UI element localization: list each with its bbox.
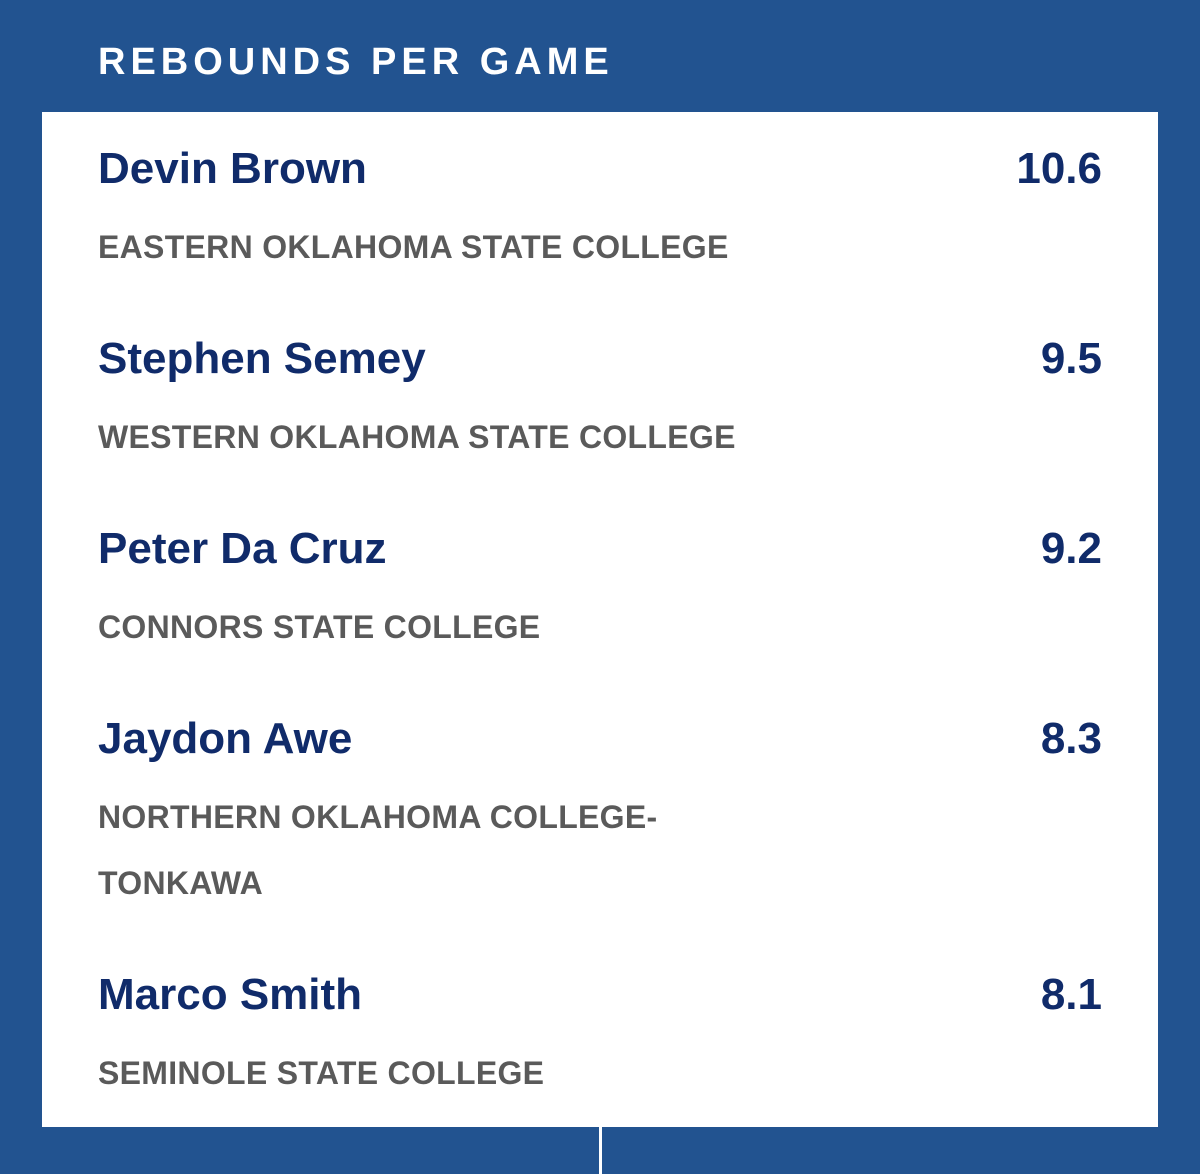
player-name: Peter Da Cruz [98, 524, 387, 573]
school-name: EASTERN OKLAHOMA STATE COLLEGE [98, 229, 729, 265]
school-name: SEMINOLE STATE COLLEGE [98, 1055, 545, 1091]
leaderboard-card: Devin Brown 10.6 EASTERN OKLAHOMA STATE … [42, 112, 1158, 1127]
stat-value: 10.6 [1016, 144, 1102, 193]
player-name: Jaydon Awe [98, 714, 353, 763]
page-title: REBOUNDS PER GAME [98, 41, 614, 83]
school-name: CONNORS STATE COLLEGE [98, 609, 541, 645]
stat-value: 9.5 [1040, 334, 1102, 383]
player-name: Devin Brown [98, 144, 367, 193]
school-name: WESTERN OKLAHOMA STATE COLLEGE [98, 419, 736, 455]
school-name: NORTHERN OKLAHOMA COLLEGE-TONKAWA [98, 799, 658, 901]
bottom-divider [599, 1127, 602, 1174]
stat-value: 8.1 [1040, 970, 1102, 1019]
stat-value: 8.3 [1040, 714, 1102, 763]
player-name: Stephen Semey [98, 334, 426, 383]
player-name: Marco Smith [98, 970, 363, 1019]
stat-value: 9.2 [1040, 524, 1102, 573]
